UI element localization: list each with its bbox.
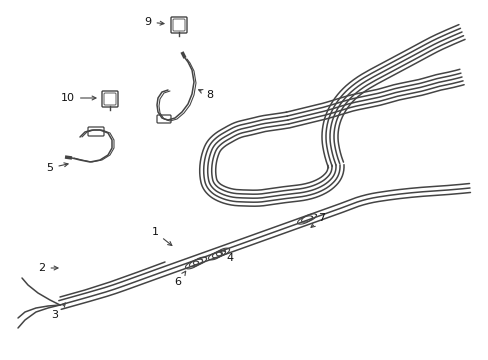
Text: 5: 5 <box>46 163 68 173</box>
Text: 6: 6 <box>174 271 185 287</box>
Text: 7: 7 <box>310 213 325 228</box>
Text: 2: 2 <box>39 263 58 273</box>
Text: 10: 10 <box>61 93 96 103</box>
Text: 8: 8 <box>198 90 213 100</box>
Text: 4: 4 <box>221 251 233 263</box>
Text: 9: 9 <box>144 17 163 27</box>
Text: 3: 3 <box>51 303 65 320</box>
Text: 1: 1 <box>151 227 171 246</box>
